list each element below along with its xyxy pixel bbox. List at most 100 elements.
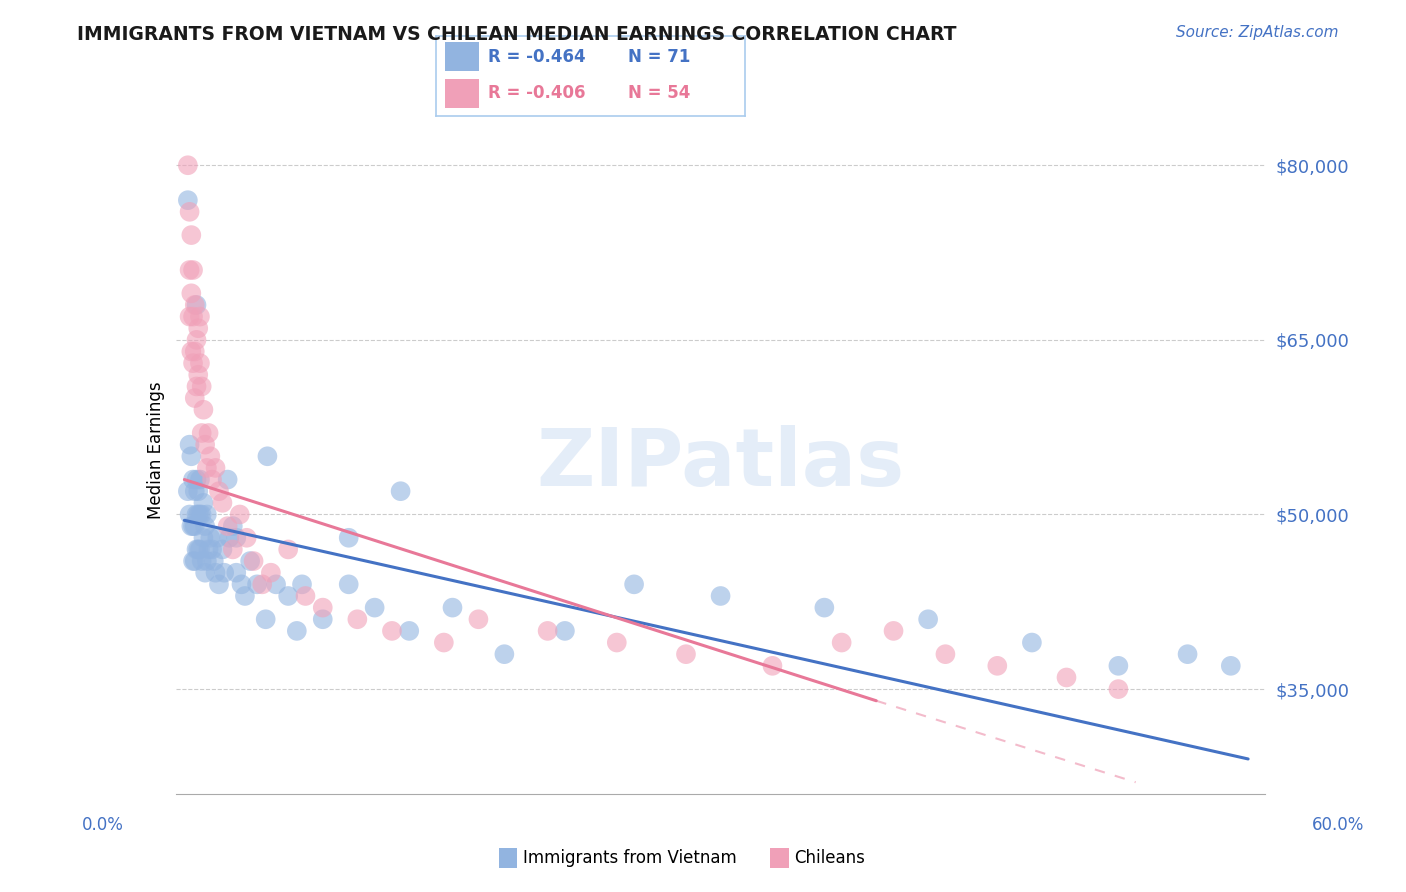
Point bbox=[181, 554, 204, 568]
Point bbox=[186, 542, 208, 557]
Point bbox=[212, 566, 235, 580]
Point bbox=[312, 600, 335, 615]
Point bbox=[337, 531, 360, 545]
Point bbox=[761, 658, 783, 673]
Point bbox=[264, 577, 287, 591]
Point bbox=[180, 228, 202, 243]
Point bbox=[181, 263, 204, 277]
Point bbox=[229, 508, 252, 522]
Point bbox=[187, 484, 209, 499]
Point bbox=[231, 577, 253, 591]
Point bbox=[217, 519, 239, 533]
Point bbox=[181, 519, 204, 533]
Point bbox=[381, 624, 404, 638]
Point bbox=[710, 589, 733, 603]
Text: Chileans: Chileans bbox=[794, 849, 865, 867]
Point bbox=[554, 624, 576, 638]
Point bbox=[222, 519, 245, 533]
Point bbox=[187, 368, 209, 382]
Point bbox=[1219, 658, 1241, 673]
Point bbox=[211, 542, 233, 557]
Point bbox=[197, 542, 219, 557]
Point bbox=[225, 531, 247, 545]
Point bbox=[200, 531, 222, 545]
Point bbox=[277, 542, 299, 557]
Point bbox=[207, 531, 229, 545]
Point bbox=[208, 577, 231, 591]
Point bbox=[1107, 658, 1129, 673]
Point bbox=[186, 508, 208, 522]
Point bbox=[201, 473, 224, 487]
Text: Source: ZipAtlas.com: Source: ZipAtlas.com bbox=[1175, 25, 1339, 40]
Point bbox=[208, 484, 231, 499]
Point bbox=[917, 612, 939, 626]
Point bbox=[193, 531, 215, 545]
Point bbox=[197, 425, 219, 440]
Point bbox=[200, 450, 222, 464]
Point bbox=[180, 450, 202, 464]
Point bbox=[218, 531, 240, 545]
Point bbox=[184, 519, 207, 533]
Point bbox=[181, 356, 204, 370]
Point bbox=[285, 624, 308, 638]
Point bbox=[260, 566, 283, 580]
Point bbox=[239, 554, 262, 568]
Point bbox=[187, 321, 209, 335]
Point bbox=[193, 402, 215, 417]
Point bbox=[179, 437, 201, 451]
Point bbox=[180, 286, 202, 301]
Text: R = -0.464: R = -0.464 bbox=[488, 48, 586, 66]
Point bbox=[222, 542, 245, 557]
Point bbox=[177, 193, 200, 207]
Point bbox=[398, 624, 420, 638]
Point bbox=[1021, 635, 1043, 649]
Point bbox=[194, 566, 217, 580]
Text: IMMIGRANTS FROM VIETNAM VS CHILEAN MEDIAN EARNINGS CORRELATION CHART: IMMIGRANTS FROM VIETNAM VS CHILEAN MEDIA… bbox=[77, 25, 957, 44]
Point bbox=[225, 566, 247, 580]
Point bbox=[813, 600, 835, 615]
Point bbox=[188, 310, 211, 324]
Text: N = 54: N = 54 bbox=[627, 85, 690, 103]
Point bbox=[195, 461, 218, 475]
Point bbox=[831, 635, 853, 649]
Bar bbox=[446, 79, 479, 108]
Point bbox=[181, 310, 204, 324]
Point bbox=[190, 554, 212, 568]
Point bbox=[389, 484, 412, 499]
Point bbox=[312, 612, 335, 626]
Text: 60.0%: 60.0% bbox=[1312, 816, 1365, 834]
Point bbox=[179, 263, 201, 277]
Point bbox=[242, 554, 264, 568]
Point bbox=[184, 391, 207, 405]
Text: ZIPatlas: ZIPatlas bbox=[537, 425, 904, 503]
Point bbox=[188, 473, 211, 487]
Point bbox=[277, 589, 299, 603]
Point bbox=[190, 508, 212, 522]
Bar bbox=[446, 42, 479, 71]
Point bbox=[202, 554, 225, 568]
Point bbox=[179, 310, 201, 324]
Point bbox=[187, 542, 209, 557]
Point bbox=[187, 508, 209, 522]
Text: 0.0%: 0.0% bbox=[82, 816, 124, 834]
Point bbox=[363, 600, 385, 615]
Point bbox=[201, 542, 224, 557]
Point bbox=[1177, 647, 1199, 661]
Point bbox=[194, 437, 217, 451]
Point bbox=[195, 554, 218, 568]
Point bbox=[181, 473, 204, 487]
Point bbox=[184, 344, 207, 359]
Point bbox=[180, 344, 202, 359]
Point bbox=[180, 519, 202, 533]
Text: N = 71: N = 71 bbox=[627, 48, 690, 66]
Point bbox=[186, 298, 208, 312]
Point bbox=[190, 379, 212, 393]
Point bbox=[467, 612, 489, 626]
Text: Immigrants from Vietnam: Immigrants from Vietnam bbox=[523, 849, 737, 867]
Point bbox=[246, 577, 269, 591]
Point bbox=[623, 577, 645, 591]
Point bbox=[494, 647, 516, 661]
Point bbox=[1107, 682, 1129, 697]
Point bbox=[217, 473, 239, 487]
Point bbox=[1056, 670, 1078, 684]
